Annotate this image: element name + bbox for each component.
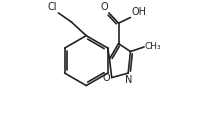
Text: N: N — [125, 75, 133, 85]
Text: CH₃: CH₃ — [145, 42, 162, 51]
Text: O: O — [100, 2, 108, 12]
Text: OH: OH — [131, 7, 146, 17]
Text: Cl: Cl — [48, 2, 57, 12]
Text: O: O — [103, 73, 110, 83]
